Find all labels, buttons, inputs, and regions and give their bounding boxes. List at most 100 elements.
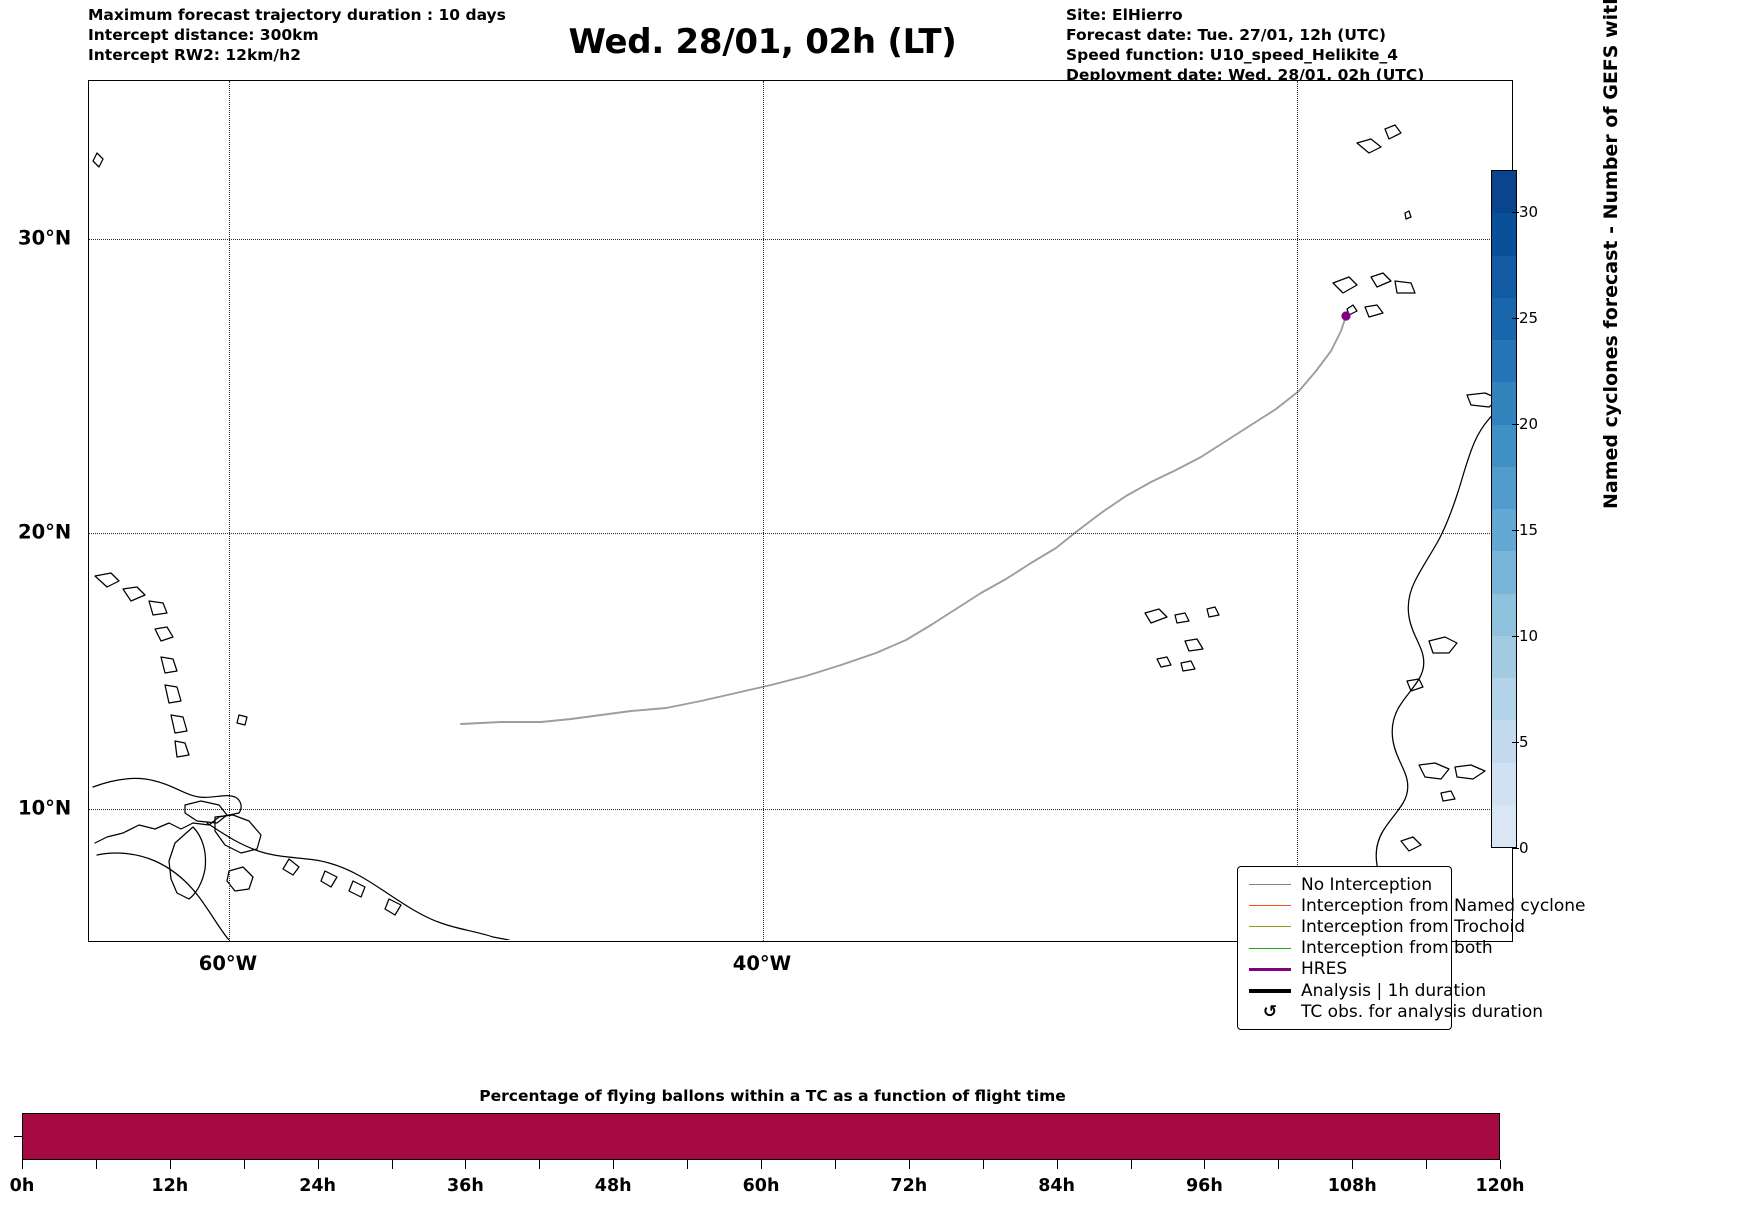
colorbar-step — [1492, 255, 1516, 298]
header-left-line-2: Intercept distance: 300km — [88, 26, 319, 44]
legend-item[interactable]: Interception from both — [1247, 938, 1493, 959]
legend-item-label: Analysis | 1h duration — [1301, 980, 1487, 1001]
bottom-axis-minor-tick — [1426, 1160, 1428, 1169]
colorbar-step — [1492, 171, 1516, 214]
bottom-axis-tick-label: 108h — [1327, 1176, 1377, 1196]
colorbar-step — [1492, 762, 1516, 805]
map-panel[interactable] — [88, 80, 1513, 942]
colorbar-tick-label: 30 — [1519, 203, 1539, 222]
bottom-axis-minor-tick — [1056, 1160, 1058, 1169]
bottom-axis-tick-label: 36h — [446, 1176, 484, 1196]
colorbar-step — [1492, 593, 1516, 636]
legend-item[interactable]: Interception from Trochoid — [1247, 916, 1525, 937]
legend-color-line — [1249, 988, 1291, 993]
header-left-line-3: Intercept RW2: 12km/h2 — [88, 46, 301, 64]
bottom-bar-left-tick — [14, 1136, 22, 1137]
legend-color-line — [1249, 967, 1291, 971]
gridline-horizontal — [89, 533, 1512, 534]
legend-item-label: HRES — [1301, 959, 1348, 980]
legend-item-label: Interception from both — [1301, 938, 1493, 959]
legend-line-swatch — [1247, 967, 1293, 971]
colorbar-tick-label: 10 — [1519, 627, 1539, 646]
bottom-axis-minor-tick — [908, 1160, 910, 1169]
bottom-axis-tick-label: 0h — [9, 1176, 35, 1196]
bottom-axis-minor-tick — [687, 1160, 689, 1169]
bottom-axis-tick-label: 24h — [299, 1176, 336, 1196]
legend-color-line — [1249, 905, 1291, 907]
colorbar-step — [1492, 509, 1516, 552]
gridline-vertical — [763, 81, 764, 941]
flight-time-bar-fill — [23, 1114, 1499, 1159]
colorbar-step — [1492, 466, 1516, 509]
flight-time-bar[interactable] — [22, 1113, 1500, 1160]
map-lat-tick-label: 30°N — [18, 226, 72, 250]
legend-item[interactable]: No Interception — [1247, 874, 1442, 895]
gridline-horizontal — [89, 239, 1512, 240]
gridline-vertical — [229, 81, 230, 941]
colorbar-tick-label: 20 — [1519, 415, 1539, 434]
colorbar-tick-label: 25 — [1519, 309, 1539, 328]
header-left-info: Maximum forecast trajectory duration : 1… — [88, 5, 506, 65]
legend-item-label: TC obs. for analysis duration — [1301, 1001, 1544, 1022]
bottom-axis-minor-tick — [391, 1160, 393, 1169]
legend-color-line — [1249, 884, 1291, 886]
legend-item-label: Interception from Trochoid — [1301, 916, 1525, 937]
map-lon-tick-label: 40°W — [732, 952, 792, 975]
header-right-line-4: Deployment date: Wed. 28/01, 02h (UTC) — [1066, 66, 1425, 84]
bottom-axis-tick-label: 48h — [594, 1176, 632, 1196]
map-legend[interactable]: No Interception Interception from Named c… — [1237, 866, 1586, 1031]
bottom-axis-minor-tick — [22, 1160, 23, 1169]
colorbar-tick-mark — [1512, 636, 1519, 638]
bottom-axis-tick-label: 96h — [1185, 1176, 1223, 1196]
balloon-trajectory-path — [460, 315, 1347, 725]
colorbar-tick-mark — [1512, 318, 1519, 320]
bottom-bar-title: Percentage of flying ballons within a TC… — [479, 1087, 1066, 1105]
bottom-axis-minor-tick — [1204, 1160, 1206, 1169]
legend-color-line — [1249, 947, 1291, 949]
colorbar-tick-mark — [1512, 742, 1519, 744]
legend-item[interactable]: Interception from Named cyclone — [1247, 895, 1586, 916]
legend-line-swatch — [1247, 884, 1293, 886]
bottom-axis-minor-tick — [761, 1160, 762, 1169]
map-lat-tick-label: 10°N — [18, 796, 72, 820]
colorbar-tick-label: 5 — [1519, 733, 1529, 752]
colorbar-step — [1492, 551, 1516, 594]
legend-item[interactable]: Analysis | 1h duration — [1247, 980, 1486, 1001]
header-right-info: Site: ElHierro Forecast date: Tue. 27/01… — [1066, 5, 1424, 85]
legend-item[interactable]: ↺ TC obs. for analysis duration — [1247, 1001, 1543, 1022]
legend-line-swatch — [1247, 905, 1293, 907]
colorbar-step — [1492, 678, 1516, 721]
bottom-axis-tick-label: 120h — [1475, 1176, 1525, 1196]
named-cyclones-colorbar — [1491, 170, 1517, 848]
legend-item-label: Interception from Named cyclone — [1301, 895, 1586, 916]
bottom-axis-minor-tick — [95, 1160, 97, 1169]
colorbar-step — [1492, 213, 1516, 256]
colorbar-tick-mark — [1512, 424, 1519, 426]
bottom-axis-tick-label: 72h — [890, 1176, 928, 1196]
colorbar-title: Named cyclones forecast - Number of GEFS… — [1600, 0, 1622, 509]
map-lon-tick-label: 60°W — [198, 952, 258, 975]
legend-line-swatch — [1247, 947, 1293, 949]
colorbar-step — [1492, 340, 1516, 383]
colorbar-tick-mark — [1512, 848, 1519, 849]
legend-item-label: No Interception — [1301, 874, 1433, 895]
bottom-axis-minor-tick — [243, 1160, 245, 1169]
tc-observation-icon: ↺ — [1247, 1002, 1293, 1022]
bottom-axis-minor-tick — [169, 1160, 171, 1169]
bottom-axis-minor-tick — [317, 1160, 319, 1169]
colorbar-tick-label: 0 — [1519, 839, 1529, 857]
header-right-line-2: Forecast date: Tue. 27/01, 12h (UTC) — [1066, 26, 1387, 44]
colorbar-step — [1492, 720, 1516, 763]
colorbar-step — [1492, 424, 1516, 467]
map-geometry — [92, 124, 1511, 940]
header-right-line-3: Speed function: U10_speed_Helikite_4 — [1066, 46, 1399, 64]
bottom-axis-minor-tick — [982, 1160, 984, 1169]
legend-item[interactable]: HRES — [1247, 959, 1442, 980]
bottom-axis-tick-label: 84h — [1038, 1176, 1075, 1196]
colorbar-tick-label: 15 — [1519, 521, 1539, 540]
colorbar-step — [1492, 635, 1516, 678]
bottom-axis-minor-tick — [1278, 1160, 1280, 1169]
bottom-axis-minor-tick — [1352, 1160, 1354, 1169]
bottom-axis-tick-label: 60h — [742, 1176, 780, 1196]
colorbar-step — [1492, 804, 1516, 847]
